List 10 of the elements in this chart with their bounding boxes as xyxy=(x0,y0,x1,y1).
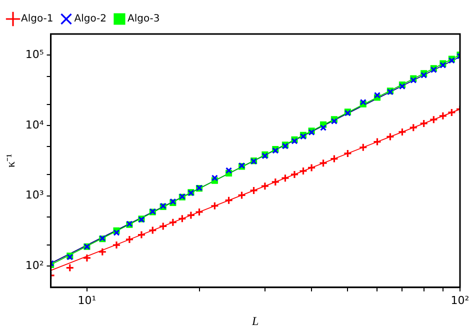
y-tick-label: 10² xyxy=(25,259,44,272)
y-tick-label: 10³ xyxy=(25,188,44,202)
legend-label: Algo-1 xyxy=(21,14,54,25)
legend-label: Algo-2 xyxy=(74,14,106,25)
legend-label: Algo-3 xyxy=(127,14,160,25)
y-tick-label: 10⁴ xyxy=(25,118,44,132)
y-axis-title: κ⁻¹ xyxy=(3,153,18,168)
y-tick-label: 10⁵ xyxy=(25,48,44,62)
x-axis-title: L xyxy=(251,314,260,328)
x-tick-label: 10¹ xyxy=(78,294,96,307)
